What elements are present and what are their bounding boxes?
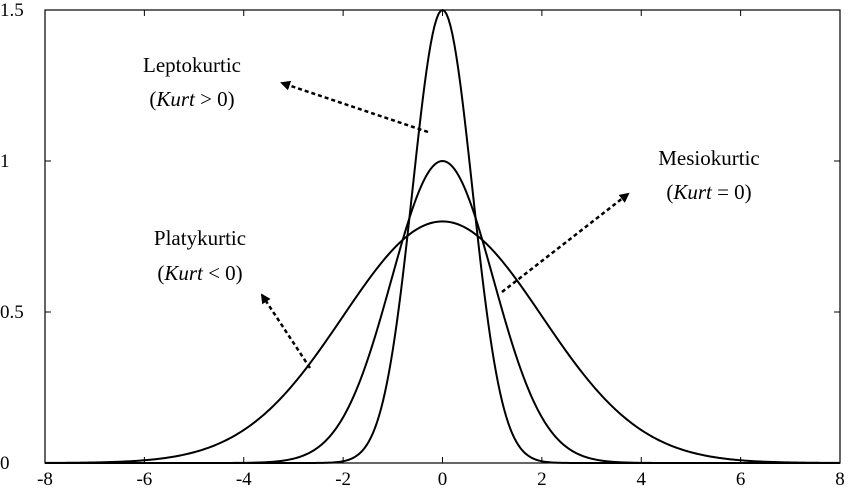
curves bbox=[44, 8, 841, 464]
x-tick-label: -8 bbox=[37, 469, 53, 490]
annotation-mesiokurtic-title: Mesiokurtic bbox=[658, 146, 759, 170]
x-tick-label: 6 bbox=[736, 469, 746, 490]
annotation-platykurtic-title: Platykurtic bbox=[154, 226, 246, 250]
y-tick-label: 1 bbox=[0, 151, 10, 172]
x-tick-label: 0 bbox=[438, 469, 448, 490]
y-tick-label: 0.5 bbox=[0, 302, 24, 323]
annotation-platykurtic: Platykurtic (Kurt < 0) bbox=[154, 226, 246, 285]
y-tick-label: 0 bbox=[0, 453, 10, 474]
mesiokurtic-arrow bbox=[501, 192, 630, 293]
x-tick-label: -4 bbox=[236, 469, 252, 490]
x-tick-label: 4 bbox=[637, 469, 647, 490]
leptokurtic-arrow bbox=[280, 80, 429, 134]
x-tick-label: -6 bbox=[136, 469, 152, 490]
annotation-mesiokurtic: Mesiokurtic (Kurt = 0) bbox=[658, 146, 759, 204]
x-axis-ticks: -8 -6 -4 -2 0 2 4 6 8 bbox=[37, 10, 845, 490]
annotation-leptokurtic: Leptokurtic (Kurt > 0) bbox=[143, 53, 241, 111]
platykurtic-arrow bbox=[260, 293, 312, 369]
y-axis-ticks: 0 0.5 1 1.5 bbox=[0, 0, 840, 474]
x-tick-label: -2 bbox=[335, 469, 351, 490]
annotation-leptokurtic-condition: (Kurt > 0) bbox=[149, 87, 234, 111]
annotation-mesiokurtic-condition: (Kurt = 0) bbox=[666, 180, 751, 204]
x-tick-label: 2 bbox=[537, 469, 547, 490]
x-tick-label: 8 bbox=[835, 469, 845, 490]
curve-platykurtic bbox=[44, 220, 841, 464]
curve-mesiokurtic bbox=[45, 159, 840, 464]
annotation-leptokurtic-title: Leptokurtic bbox=[143, 53, 241, 77]
annotation-platykurtic-condition: (Kurt < 0) bbox=[157, 261, 242, 285]
y-tick-label: 1.5 bbox=[0, 0, 24, 21]
